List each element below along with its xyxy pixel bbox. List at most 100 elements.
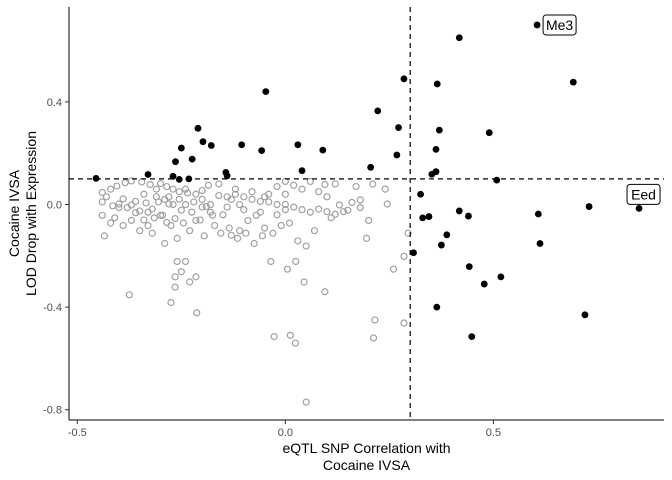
y-tick-label: -0.8 xyxy=(43,405,62,417)
data-point-nonsignificant xyxy=(235,227,244,235)
data-point-nonsignificant xyxy=(231,190,240,198)
data-point-significant xyxy=(435,126,443,134)
data-point-nonsignificant xyxy=(302,242,310,250)
data-point-nonsignificant xyxy=(302,398,310,406)
data-point-significant xyxy=(581,311,589,319)
data-point-nonsignificant xyxy=(281,206,289,214)
data-point-nonsignificant xyxy=(290,181,298,189)
data-point-nonsignificant xyxy=(204,181,212,189)
data-point-significant xyxy=(395,124,402,131)
data-point-nonsignificant xyxy=(181,257,190,266)
data-point-nonsignificant xyxy=(165,200,173,208)
data-point-nonsignificant xyxy=(242,229,250,237)
data-point-nonsignificant xyxy=(190,198,198,206)
data-point-significant xyxy=(569,78,577,86)
significant-points xyxy=(92,21,643,341)
data-point-significant xyxy=(432,145,440,153)
data-point-significant xyxy=(455,34,463,42)
data-point-nonsignificant xyxy=(144,221,152,230)
data-point-nonsignificant xyxy=(177,206,185,214)
data-point-nonsignificant xyxy=(148,229,156,237)
data-point-significant xyxy=(437,241,445,249)
data-point-nonsignificant xyxy=(196,216,204,224)
data-point-nonsignificant xyxy=(256,208,264,216)
data-point-nonsignificant xyxy=(98,211,106,219)
data-point-significant xyxy=(443,231,451,239)
data-point-nonsignificant xyxy=(169,185,177,193)
axis-ticks: -0.5 0.0 0.5 -0.8 -0.4 0.0 0.4 xyxy=(43,97,501,439)
data-point-nonsignificant xyxy=(156,211,165,219)
axes xyxy=(68,7,664,421)
data-point-nonsignificant xyxy=(335,201,344,209)
data-point-significant xyxy=(400,75,408,83)
label-text: Eed xyxy=(631,186,656,202)
data-point-significant xyxy=(298,167,306,175)
data-point-nonsignificant xyxy=(356,196,364,204)
data-point-nonsignificant xyxy=(192,190,200,198)
data-point-nonsignificant xyxy=(231,185,240,193)
data-point-significant xyxy=(485,129,493,137)
data-point-nonsignificant xyxy=(291,339,299,347)
data-point-nonsignificant xyxy=(240,206,248,214)
data-point-nonsignificant xyxy=(202,202,210,211)
data-point-nonsignificant xyxy=(131,209,140,217)
data-point-nonsignificant xyxy=(235,200,244,209)
data-point-nonsignificant xyxy=(152,185,160,193)
data-point-nonsignificant xyxy=(102,193,111,201)
data-point-significant xyxy=(417,190,424,198)
data-point-nonsignificant xyxy=(327,214,335,222)
data-point-nonsignificant xyxy=(200,232,208,240)
point-label-me3: Me3 xyxy=(542,14,577,36)
data-point-nonsignificant xyxy=(383,200,391,208)
data-point-nonsignificant xyxy=(198,186,206,195)
data-point-nonsignificant xyxy=(186,227,194,235)
y-tick-label: 0.0 xyxy=(47,200,62,212)
data-point-nonsignificant xyxy=(315,205,323,213)
data-point-nonsignificant xyxy=(348,198,356,207)
data-point-significant xyxy=(533,21,541,29)
data-point-nonsignificant xyxy=(125,291,133,299)
x-tick-label: -0.5 xyxy=(68,427,87,439)
data-point-nonsignificant xyxy=(177,268,185,276)
data-point-significant xyxy=(468,333,476,341)
label-box xyxy=(542,14,577,36)
data-point-nonsignificant xyxy=(127,177,136,185)
data-point-significant xyxy=(207,142,215,149)
data-point-nonsignificant xyxy=(206,208,215,216)
data-point-nonsignificant xyxy=(150,214,158,222)
data-point-nonsignificant xyxy=(121,179,129,187)
data-point-significant xyxy=(425,213,433,220)
data-point-nonsignificant xyxy=(260,224,269,232)
data-point-nonsignificant xyxy=(171,283,179,291)
data-point-nonsignificant xyxy=(248,195,256,203)
data-point-nonsignificant xyxy=(273,182,281,191)
data-point-nonsignificant xyxy=(331,180,339,188)
data-point-nonsignificant xyxy=(306,208,314,216)
data-point-nonsignificant xyxy=(173,234,181,242)
data-point-nonsignificant xyxy=(165,193,173,201)
data-point-nonsignificant xyxy=(400,252,408,260)
data-point-significant xyxy=(635,204,643,212)
data-point-nonsignificant xyxy=(340,208,348,216)
data-point-nonsignificant xyxy=(223,203,231,211)
data-point-nonsignificant xyxy=(273,200,281,209)
data-point-nonsignificant xyxy=(265,198,273,206)
data-point-nonsignificant xyxy=(233,234,242,242)
data-point-significant xyxy=(432,168,440,176)
data-point-nonsignificant xyxy=(163,218,171,227)
data-point-nonsignificant xyxy=(186,278,194,286)
data-point-significant xyxy=(319,146,327,154)
data-point-nonsignificant xyxy=(215,180,223,188)
data-point-nonsignificant xyxy=(113,182,121,190)
y-axis-title: Cocaine IVSA xyxy=(6,169,22,257)
data-point-nonsignificant xyxy=(140,190,148,198)
data-point-significant xyxy=(374,107,382,115)
data-point-nonsignificant xyxy=(389,265,398,273)
y-tick-label: 0.4 xyxy=(47,97,62,109)
data-point-nonsignificant xyxy=(175,195,183,203)
data-point-nonsignificant xyxy=(381,185,389,193)
data-point-nonsignificant xyxy=(273,211,281,219)
data-point-nonsignificant xyxy=(119,221,127,230)
